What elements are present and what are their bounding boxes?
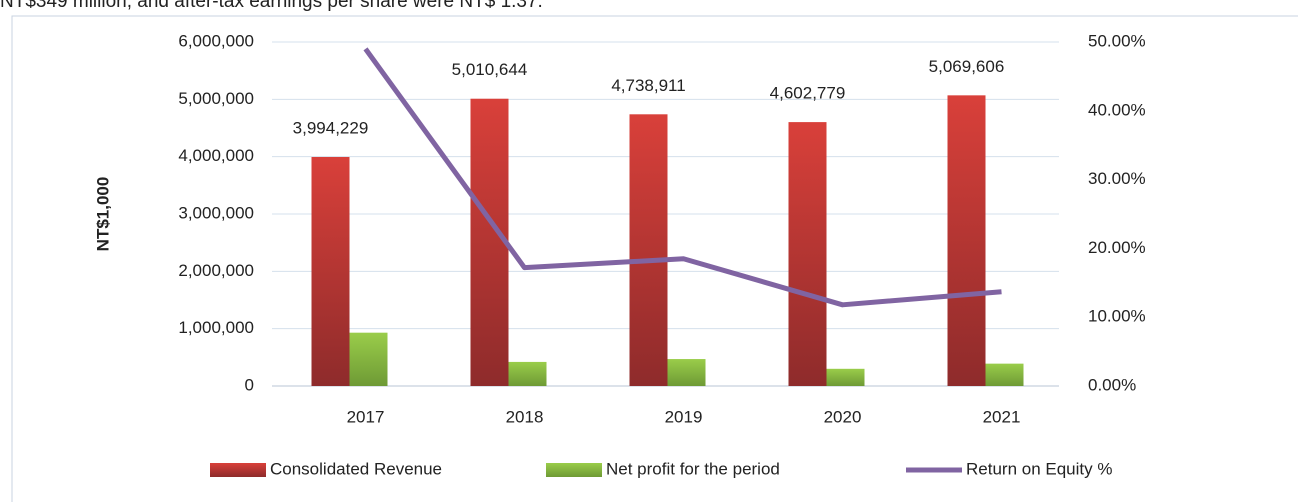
- bar: [311, 156, 350, 386]
- bar: [629, 114, 668, 387]
- bar: [349, 332, 388, 386]
- x-tick-label: 2017: [347, 407, 385, 426]
- y2-tick-label: 0.00%: [1088, 375, 1136, 394]
- y-tick-label: 2,000,000: [178, 261, 254, 280]
- data-label: 4,602,779: [770, 84, 846, 103]
- legend-label: Net profit for the period: [606, 459, 780, 478]
- x-tick-label: 2018: [506, 407, 544, 426]
- x-tick-label: 2019: [665, 407, 703, 426]
- bar: [470, 98, 509, 386]
- data-label: 4,738,911: [611, 76, 685, 95]
- y2-tick-label: 20.00%: [1088, 238, 1146, 257]
- x-tick-label: 2021: [983, 407, 1021, 426]
- data-label: 3,994,229: [293, 118, 369, 137]
- y-tick-label: 0: [245, 375, 254, 394]
- legend-swatch: [210, 463, 266, 477]
- y2-tick-label: 50.00%: [1088, 31, 1146, 50]
- legend-label: Consolidated Revenue: [270, 459, 442, 478]
- x-tick-label: 2020: [824, 407, 862, 426]
- y2-tick-label: 40.00%: [1088, 100, 1146, 119]
- y-tick-label: 4,000,000: [178, 146, 254, 165]
- bar: [667, 359, 706, 386]
- bar: [985, 363, 1024, 386]
- legend-swatch: [546, 463, 602, 477]
- y2-tick-label: 10.00%: [1088, 307, 1146, 326]
- data-label: 5,010,644: [452, 60, 528, 79]
- y-axis-title: NT$1,000: [93, 177, 112, 252]
- y-tick-label: 5,000,000: [178, 89, 254, 108]
- y-tick-label: 1,000,000: [178, 318, 254, 337]
- header-text: NT$349 million, and after-tax earnings p…: [0, 0, 543, 12]
- legend-label: Return on Equity %: [966, 459, 1112, 478]
- bar: [947, 95, 986, 386]
- y-tick-label: 6,000,000: [178, 31, 254, 50]
- bar: [508, 361, 547, 386]
- bar: [826, 368, 865, 386]
- chart-frame: [11, 15, 1298, 502]
- data-label: 5,069,606: [929, 57, 1005, 76]
- bar: [788, 122, 827, 387]
- y-tick-label: 3,000,000: [178, 203, 254, 222]
- line: [363, 47, 1002, 308]
- y2-tick-label: 30.00%: [1088, 169, 1146, 188]
